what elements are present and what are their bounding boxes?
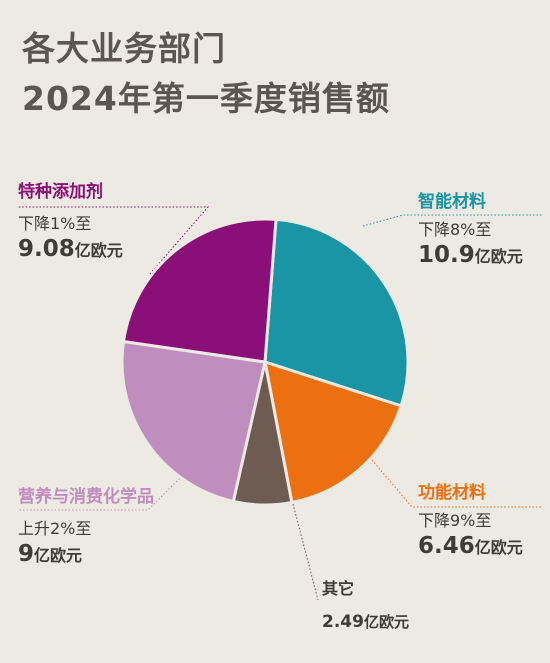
label-other-name: 其它: [322, 579, 355, 598]
label-nutrition-value: 9亿欧元: [18, 540, 154, 570]
leader-functional-materials: [371, 459, 542, 508]
leader-lines: [18, 206, 542, 601]
label-smart-materials-name: 智能材料: [418, 192, 486, 212]
label-smart-materials-value: 10.9亿欧元: [418, 241, 523, 271]
additives-value-unit: 亿欧元: [74, 241, 123, 260]
slice-specialty-additives: [121, 217, 278, 364]
functional-materials-value-unit: 亿欧元: [474, 538, 523, 557]
label-functional-materials-change: 下降9%至: [418, 511, 492, 530]
label-functional-materials: 功能材料 下降9%至 6.46亿欧元: [418, 482, 523, 562]
label-functional-materials-value: 6.46亿欧元: [418, 532, 523, 562]
label-functional-materials-name: 功能材料: [418, 483, 486, 503]
leader-other: [292, 503, 319, 601]
other-value-unit: 亿欧元: [363, 613, 409, 631]
leader-smart-materials: [362, 214, 542, 227]
label-additives-change: 下降1%至: [18, 214, 92, 233]
label-smart-materials: 智能材料 下降8%至 10.9亿欧元: [418, 191, 523, 271]
slice-smart-materials: [263, 217, 410, 408]
other-value-number: 2.49: [322, 612, 364, 632]
additives-value-number: 9.08: [18, 236, 75, 262]
leader-specialty-additives: [18, 206, 210, 275]
label-smart-materials-change: 下降8%至: [418, 220, 492, 239]
label-nutrition-consumer-chemicals: 营养与消费化学品 上升2%至 9亿欧元: [18, 486, 154, 570]
slice-nutrition-consumer-chemicals: [120, 340, 267, 503]
title-line-1: 各大业务部门: [22, 29, 226, 68]
label-additives-value: 9.08亿欧元: [18, 235, 123, 265]
pie-slices: [120, 217, 410, 507]
nutrition-value-unit: 亿欧元: [34, 546, 83, 565]
label-nutrition-name: 营养与消费化学品: [18, 487, 154, 507]
label-specialty-additives: 特种添加剂 下降1%至 9.08亿欧元: [18, 181, 123, 265]
label-other: 其它 2.49亿欧元: [322, 578, 409, 636]
chart-title: 各大业务部门 2024年第一季度销售额: [22, 24, 390, 124]
smart-materials-value-number: 10.9: [418, 242, 475, 268]
functional-materials-value-number: 6.46: [418, 533, 475, 559]
nutrition-value-number: 9: [18, 541, 35, 567]
label-nutrition-change: 上升2%至: [18, 519, 92, 538]
title-line-2: 2024年第一季度销售额: [22, 79, 390, 118]
smart-materials-value-unit: 亿欧元: [474, 247, 523, 266]
label-other-value: 2.49亿欧元: [322, 608, 409, 636]
slice-functional-materials: [263, 360, 403, 504]
label-additives-name: 特种添加剂: [18, 182, 103, 202]
